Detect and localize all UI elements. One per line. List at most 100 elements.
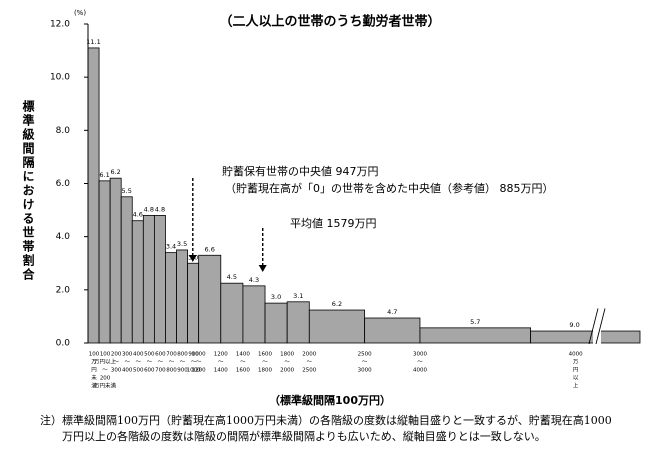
bar: [220, 282, 244, 344]
bar: [264, 302, 288, 344]
x-tick-label: 1800: [280, 352, 294, 358]
x-tick-label: 1400: [236, 352, 250, 358]
y-tick-label: 4.0: [56, 232, 71, 242]
axis-break: [595, 308, 606, 345]
x-tick-label: 万: [91, 359, 97, 366]
x-tick-label: 600: [155, 352, 166, 358]
bar: [242, 285, 266, 344]
x-tick-label: 〜: [417, 360, 423, 366]
bar: [109, 177, 122, 344]
bar: [419, 327, 532, 344]
x-tick-label: 万円未満: [94, 382, 117, 390]
bar: [153, 214, 166, 344]
x-tick-label: 〜: [180, 360, 186, 366]
bar: [176, 249, 188, 344]
x-tick-label: 400: [133, 352, 144, 358]
x-axis-title: （標準級間隔100万円）: [269, 393, 391, 407]
x-tick-label: 満: [91, 383, 97, 390]
bar: [131, 220, 144, 344]
x-tick-label: 〜: [218, 360, 224, 366]
value-label: 6.1: [99, 171, 109, 179]
x-tick-label: 4000: [569, 352, 583, 358]
y-unit: (%): [74, 9, 86, 17]
x-tick-label: 上: [573, 382, 579, 390]
x-tick-label: 400: [122, 368, 133, 374]
value-label: 4.6: [133, 211, 143, 219]
marker-arrow: [258, 265, 267, 272]
x-tick-label: 〜: [169, 360, 175, 366]
value-label: 6.6: [205, 245, 215, 253]
x-tick-label: 300: [122, 352, 133, 358]
value-label: 9.0: [569, 321, 579, 329]
y-axis-title: 標準級間隔における世帯割合: [21, 99, 35, 282]
x-tick-label: 500: [133, 368, 144, 374]
x-tick-label: 200: [100, 376, 111, 382]
note: 万円以上の各階級の度数は階級の間隔が標準級間隔よりも広いため、縦軸目盛りとは一致…: [62, 429, 546, 443]
x-tick-label: 〜: [362, 360, 368, 366]
bar: [530, 330, 641, 344]
x-tick-label: 2000: [302, 352, 316, 358]
annotation: 貯蓄保有世帯の中央値 947万円: [222, 164, 379, 178]
value-label: 6.2: [332, 300, 342, 308]
x-tick-label: 1000: [187, 368, 201, 374]
x-tick-label: 900: [177, 368, 188, 374]
value-label: 3.5: [177, 240, 187, 248]
value-label: 4.8: [155, 205, 165, 213]
x-tick-label: 万: [573, 359, 579, 366]
x-tick-label: 〜: [158, 360, 164, 366]
chart-title: （二人以上の世帯のうち勤労者世帯）: [219, 14, 440, 30]
y-tick-label: 0.0: [56, 339, 71, 349]
bar: [98, 180, 111, 344]
x-tick-label: 2000: [280, 368, 294, 374]
value-label: 4.3: [249, 276, 259, 284]
bar: [87, 47, 100, 344]
x-tick-label: 4000: [413, 368, 427, 374]
x-tick-label: 円: [91, 367, 97, 374]
x-tick-label: 700: [166, 352, 177, 358]
x-tick-label: 300: [111, 368, 122, 374]
marker-arrow: [188, 255, 197, 262]
x-tick-label: 1200: [214, 352, 228, 358]
x-tick-label: 100: [100, 352, 111, 358]
axis-break: [593, 311, 601, 345]
x-tick-label: 〜: [307, 360, 313, 366]
bar: [120, 196, 133, 344]
x-tick-label: 〜: [191, 360, 197, 366]
bar: [165, 252, 177, 344]
x-tick-label: 1600: [236, 368, 250, 374]
x-tick-label: 700: [155, 368, 166, 374]
x-tick-label: 〜: [240, 360, 246, 366]
value-label: 4.8: [144, 205, 154, 213]
value-label: 3.1: [293, 292, 303, 300]
y-tick-label: 12.0: [50, 20, 70, 30]
bar: [364, 317, 421, 344]
y-tick-label: 6.0: [56, 179, 71, 189]
value-label: 6.2: [110, 168, 120, 176]
x-tick-label: 1000: [192, 352, 206, 358]
y-tick-label: 2.0: [56, 285, 71, 295]
x-tick-label: 〜: [102, 368, 108, 374]
bar: [142, 214, 155, 344]
value-label: 4.5: [227, 273, 237, 281]
value-label: 3.0: [271, 293, 281, 301]
x-tick-label: 1200: [192, 368, 206, 374]
x-tick-label: 未: [91, 374, 97, 382]
x-tick-label: 3000: [413, 352, 427, 358]
x-tick-label: 以: [573, 376, 579, 382]
x-tick-label: 900: [188, 352, 199, 358]
x-tick-label: 500: [144, 352, 155, 358]
axis-break: [588, 308, 599, 345]
x-tick-label: 1600: [258, 352, 272, 358]
y-tick-label: 10.0: [50, 73, 70, 83]
x-tick-label: 〜: [147, 360, 153, 366]
x-tick-label: 800: [177, 352, 188, 358]
bar: [308, 309, 366, 344]
annotation: （貯蓄現在高が「0」の世帯を含めた中央値（参考値） 885万円）: [225, 181, 554, 195]
x-tick-label: 2500: [302, 368, 316, 374]
value-label: 5.7: [470, 318, 480, 326]
x-tick-label: 800: [166, 368, 177, 374]
value-label: 3.4: [166, 243, 176, 251]
x-tick-label: 2500: [358, 352, 372, 358]
x-tick-label: 1400: [214, 368, 228, 374]
